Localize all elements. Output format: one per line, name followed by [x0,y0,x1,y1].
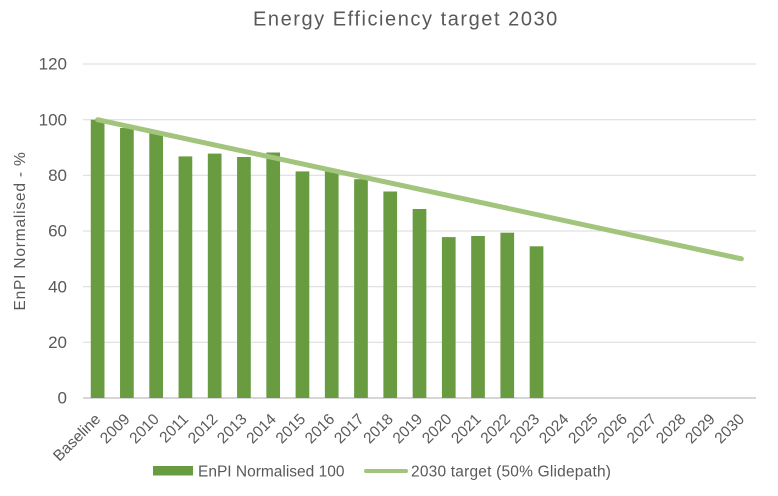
svg-text:120: 120 [39,55,67,74]
svg-text:0: 0 [58,389,67,408]
svg-text:Energy Efficiency target 2030: Energy Efficiency target 2030 [253,9,559,31]
svg-text:2030 target (50% Glidepath): 2030 target (50% Glidepath) [411,464,611,481]
svg-text:100: 100 [39,110,67,129]
svg-text:80: 80 [48,166,67,185]
svg-text:20: 20 [48,333,67,352]
svg-text:EnPI Normalised - %: EnPI Normalised - % [12,151,29,310]
svg-text:40: 40 [48,277,67,296]
svg-text:EnPI Normalised 100: EnPI Normalised 100 [198,464,345,481]
svg-text:60: 60 [48,222,67,241]
